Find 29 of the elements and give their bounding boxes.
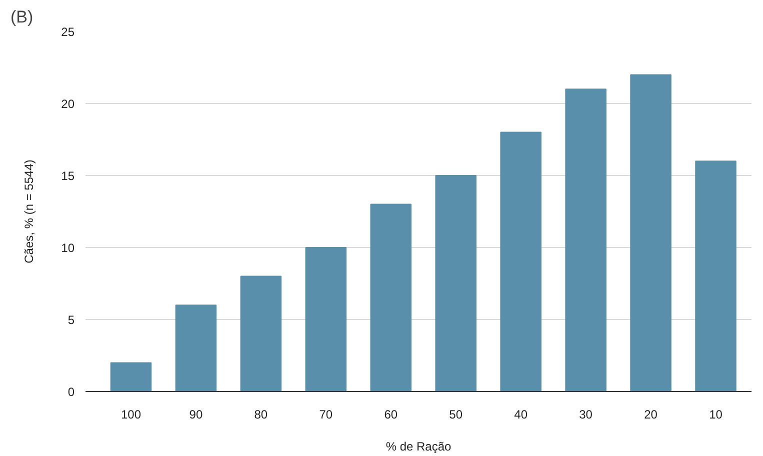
bar bbox=[240, 276, 282, 392]
bar bbox=[175, 304, 217, 392]
bar bbox=[305, 247, 347, 392]
y-tick-label: 20 bbox=[61, 97, 75, 111]
x-tick-label: 90 bbox=[189, 408, 203, 422]
x-tick-label: 50 bbox=[449, 408, 463, 422]
x-tick-label: 60 bbox=[384, 408, 398, 422]
bar bbox=[435, 175, 477, 392]
y-tick-label: 25 bbox=[61, 25, 75, 39]
bar bbox=[565, 88, 606, 392]
bar bbox=[630, 74, 672, 392]
bar bbox=[110, 362, 152, 392]
y-tick-label: 0 bbox=[68, 385, 75, 399]
x-tick-label: 80 bbox=[254, 408, 268, 422]
x-tick-label: 70 bbox=[319, 408, 333, 422]
x-tick-label: 10 bbox=[709, 408, 723, 422]
y-axis-title: Cães, % (n = 5544) bbox=[22, 160, 36, 264]
x-tick-label: 20 bbox=[644, 408, 658, 422]
y-tick-label: 10 bbox=[61, 241, 75, 255]
y-tick-label: 15 bbox=[61, 169, 75, 183]
text: (B) bbox=[10, 8, 34, 26]
x-axis-title: % de Ração bbox=[386, 440, 452, 454]
x-tick-label: 30 bbox=[579, 408, 593, 422]
x-tick-label: 40 bbox=[514, 408, 528, 422]
bar bbox=[500, 132, 542, 392]
bar bbox=[695, 160, 736, 392]
y-tick-label: 5 bbox=[68, 313, 75, 327]
bar bbox=[370, 204, 412, 392]
x-tick-label: 100 bbox=[120, 408, 142, 422]
